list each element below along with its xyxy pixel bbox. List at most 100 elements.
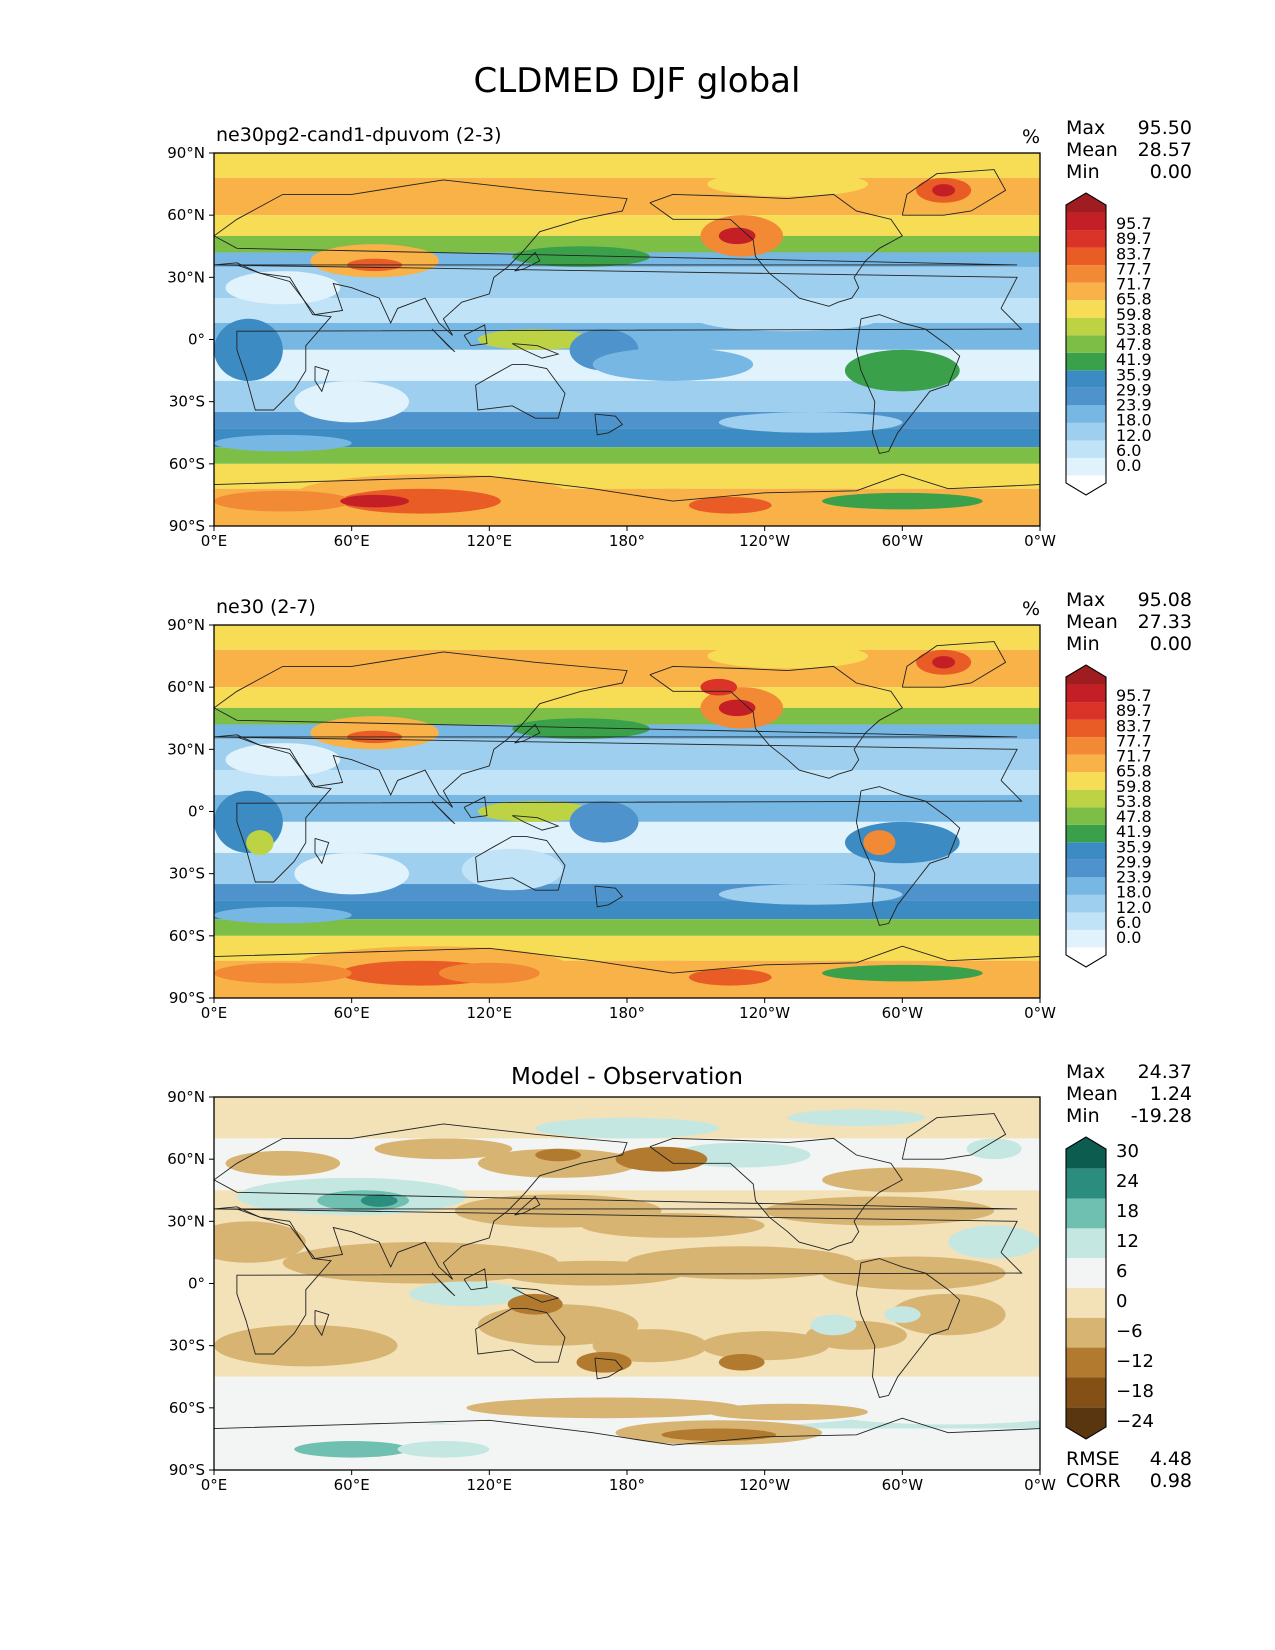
field-patch	[214, 318, 283, 381]
coastline	[594, 413, 624, 436]
x-tick-label: 60°W	[882, 1476, 924, 1494]
colorbar-tick-label: 59.8	[1116, 777, 1152, 796]
field-patch	[966, 1138, 1022, 1160]
units-label: %	[1022, 126, 1040, 148]
y-tick-label: 60°S	[169, 927, 205, 945]
colorbar-swatch	[1066, 1198, 1106, 1229]
x-tick-label: 0°E	[201, 532, 228, 550]
stat-label: Mean	[1066, 139, 1118, 161]
field-patch	[225, 1150, 341, 1176]
colorbar-swatch	[1066, 947, 1106, 967]
colorbar-swatch	[1066, 387, 1106, 406]
y-tick-label: 60°N	[167, 206, 205, 224]
x-tick-label: 0°W	[1024, 1004, 1056, 1022]
colorbar-swatch	[1066, 842, 1106, 860]
colorbar-tick-label: 6	[1116, 1261, 1127, 1282]
colorbar-tick-label: 18.0	[1116, 411, 1152, 430]
colorbar-swatch	[1066, 475, 1106, 495]
colorbar-tick-label: 12.0	[1116, 898, 1152, 917]
coastline	[901, 1113, 1007, 1160]
lat-band	[214, 687, 1040, 708]
field-patch	[340, 488, 501, 514]
colorbar: 0.06.012.018.023.929.935.941.947.853.859…	[1065, 664, 1152, 968]
colorbar-outline	[1065, 1136, 1107, 1440]
y-tick-label: 30°N	[167, 1212, 205, 1230]
field-patch	[592, 347, 754, 381]
colorbar-tick-label: 65.8	[1116, 762, 1152, 781]
colorbar-tick-label: 35.9	[1116, 365, 1152, 384]
colorbar-swatch	[1066, 1317, 1106, 1348]
metric-value: 0.98	[1150, 1470, 1192, 1492]
stat-value: 0.00	[1150, 633, 1192, 655]
field-patch	[718, 227, 756, 245]
colorbar-swatch	[1066, 282, 1106, 301]
colorbar-tick-label: 95.7	[1116, 686, 1152, 705]
field-patch	[707, 1403, 868, 1421]
colorbar-tick-label: 59.8	[1116, 305, 1152, 324]
colorbar-tick-label: 24	[1116, 1171, 1139, 1192]
panel-title: Model - Observation	[511, 1064, 743, 1090]
y-tick-label: 90°N	[167, 144, 205, 162]
colorbar-swatch	[1066, 877, 1106, 895]
colorbar-tick-label: −12	[1116, 1351, 1154, 1372]
field-patch	[883, 1306, 921, 1323]
colorbar-tick-label: 18	[1116, 1201, 1139, 1222]
coastline	[901, 169, 1007, 216]
field-patch	[500, 1260, 685, 1286]
colorbar-swatch	[1066, 370, 1106, 388]
y-tick-label: 90°N	[167, 616, 205, 634]
x-tick-label: 180°	[609, 1476, 645, 1494]
field-patch	[863, 830, 896, 856]
colorbar-swatch	[1066, 335, 1106, 353]
coastline	[214, 179, 1018, 336]
coastline	[855, 314, 961, 455]
field-patch	[822, 492, 983, 510]
x-tick-label: 180°	[609, 532, 645, 550]
lat-band	[214, 900, 1040, 920]
field-patch	[718, 884, 903, 905]
stat-label: Max	[1066, 117, 1105, 139]
field-patch	[787, 1109, 926, 1127]
field-patch	[695, 306, 880, 332]
stat-value: 1.24	[1150, 1083, 1192, 1105]
field-patch	[932, 656, 956, 669]
colorbar-tick-label: 6.0	[1116, 913, 1141, 932]
colorbar-swatch	[1066, 352, 1106, 371]
x-tick-label: 120°E	[467, 1004, 513, 1022]
colorbar-tick-label: 12	[1116, 1231, 1139, 1252]
coastline	[512, 343, 560, 359]
colorbar-swatch	[1066, 193, 1106, 213]
colorbar-swatch	[1066, 405, 1106, 423]
colorbar-swatch	[1066, 719, 1106, 738]
lat-band	[214, 447, 1040, 464]
coastline	[214, 1417, 1040, 1446]
x-tick-label: 120°W	[739, 1476, 790, 1494]
colorbar-tick-label: 77.7	[1116, 731, 1152, 750]
coastline	[649, 193, 903, 307]
colorbar-tick-label: 47.8	[1116, 807, 1152, 826]
colorbar: 30 24 18 12 6 0 −6 −12 −18 −24	[1065, 1136, 1154, 1440]
y-tick-label: 60°S	[169, 1399, 205, 1417]
field-patch	[477, 1304, 639, 1346]
colorbar-swatch	[1066, 212, 1106, 231]
colorbar-swatch	[1066, 665, 1106, 685]
coastline	[649, 1137, 903, 1251]
coastline	[431, 328, 456, 353]
colorbar-tick-label: 47.8	[1116, 335, 1152, 354]
coastline	[314, 1309, 330, 1337]
colorbar-tick-label: 83.7	[1116, 716, 1152, 735]
lat-band	[214, 235, 1040, 253]
coastline	[855, 1258, 961, 1399]
colorbar-swatch	[1066, 702, 1106, 720]
colorbar-tick-label: 0.0	[1116, 456, 1141, 475]
coastline	[594, 1357, 624, 1380]
colorbar-tick-label: 0	[1116, 1291, 1127, 1312]
figure-title: CLDMED DJF global	[474, 61, 801, 101]
field-patch	[948, 1225, 1040, 1259]
field-patch	[409, 1281, 524, 1307]
field-patch	[360, 1194, 398, 1207]
field-patch	[569, 801, 639, 843]
colorbar-swatch	[1066, 1347, 1106, 1378]
colorbar-outline	[1065, 664, 1107, 968]
field-patch	[438, 962, 540, 984]
